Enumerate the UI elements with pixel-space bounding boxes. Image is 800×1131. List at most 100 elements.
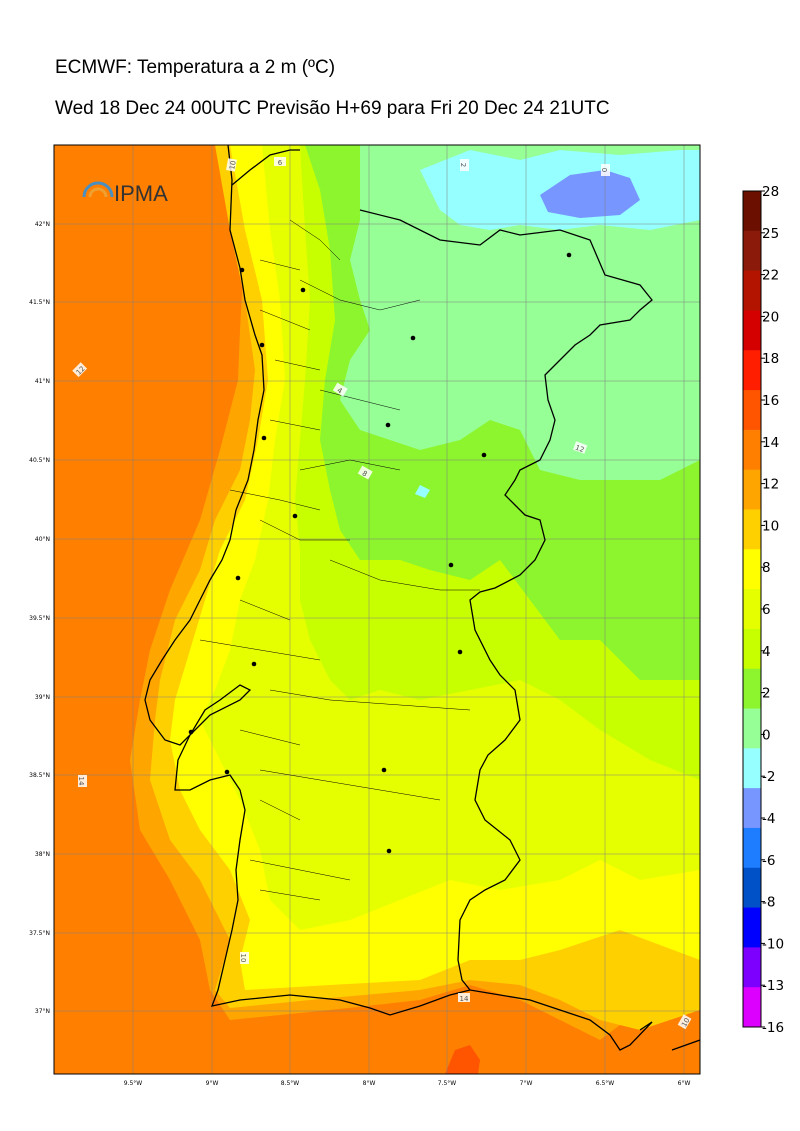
contour-label: 0 [600,164,610,176]
contour-label-text: 4 [336,386,344,395]
city-marker [188,729,194,735]
city-marker [292,513,298,519]
colorbar-swatch [743,628,761,670]
colorbar-label: -8 [762,895,775,911]
contour-label-text: 6 [278,159,283,167]
contour-label-text: 10 [228,160,237,170]
colorbar-label: -13 [762,978,784,994]
colorbar-label: -6 [762,853,775,869]
contour-label-bg [458,993,470,1002]
city-marker [261,435,267,441]
city-marker [259,342,265,348]
lat-tick-label: 42°N [35,221,50,228]
border-spain-path [231,149,653,991]
colorbar-label: 8 [762,560,771,576]
contour-label-text: 10 [239,954,247,963]
colorbar-swatch [743,947,761,988]
logo-arc-inner-icon [88,187,108,198]
lat-tick-label: 41°N [35,378,50,385]
lon-tick-label: 9.5°W [124,1080,143,1087]
ipma-logo: IPMA [82,181,168,206]
city-marker [448,562,454,568]
offshore-warm-area [54,320,190,560]
colorbar-label: 4 [762,644,771,660]
logo-arc-outer-icon [82,181,114,198]
contour-label-bg [357,465,373,480]
contour-label-text: 8 [361,469,369,478]
city-markers [188,252,572,854]
contour-label-bg [274,157,286,166]
colorbar-label: -16 [762,1020,784,1036]
colorbar-label: -2 [762,769,775,785]
district-borders [199,219,480,901]
colorbar-label: 22 [762,268,779,284]
contour-label: 12 [572,441,588,455]
city-marker [251,661,257,667]
city-marker [481,452,487,458]
lat-tick-label: 41.5°N [29,299,50,306]
coast-line-path [144,145,653,1051]
contour-label-bg [240,952,249,964]
colorbar-label: 16 [762,393,779,409]
contour-label-text: 14 [77,777,85,786]
contour-label: 14 [458,993,470,1003]
contour-labels: 10 12 14 6 4 2 0 8 10 14 12 10 [72,157,692,1030]
colorbar-swatch [743,708,761,749]
city-marker [300,287,306,293]
longitude-ticks: 9.5°W 9°W 8.5°W 8°W 7.5°W 7°W 6.5°W 6°W [124,1080,691,1087]
latitude-ticks: 42°N 41.5°N 41°N 40.5°N 40°N 39.5°N 39°N 38.5°N… [29,221,50,1015]
colorbar-swatch [743,549,761,590]
lat-tick-label: 38.5°N [29,772,50,779]
lat-tick-label: 37.5°N [29,930,50,937]
city-marker [239,267,245,273]
contour-label-bg [332,382,348,397]
colorbar-swatch [743,230,761,272]
lon-tick-label: 7.5°W [438,1080,457,1087]
colorbar-swatch [743,469,761,510]
contour-label: 2 [459,159,469,171]
colorbar-swatch [743,748,761,789]
temperature-field [54,145,700,1074]
colorbar-swatch [743,429,761,471]
contour-label-bg [226,158,237,172]
lat-tick-label: 40.5°N [29,457,50,464]
colorbar-swatch [743,350,761,391]
colorbar-label: 0 [762,727,771,743]
colorbar-swatch [743,589,761,630]
cold-spot [415,485,430,498]
contour-label: 4 [332,382,348,397]
colorbar-label: 18 [762,351,779,367]
colorbar-label: 10 [762,518,779,534]
contour-label-bg [78,775,87,787]
colorbar-label: 20 [762,309,779,325]
lat-tick-label: 37°N [35,1008,50,1015]
lon-tick-label: 6°W [678,1080,691,1087]
map-title: ECMWF: Temperatura a 2 m (ºC) [55,57,336,78]
logo-text: IPMA [114,181,168,206]
contour-label-text: 0 [600,168,608,172]
colorbar-label: 14 [762,435,779,451]
contour-label-bg [601,164,610,176]
contour-label-text: 12 [75,365,87,377]
lon-tick-label: 8°W [363,1080,376,1087]
contour-label-bg [460,159,469,171]
map-frame [53,144,701,1075]
contour-label-text: 12 [574,444,585,455]
warm-patch [445,1045,480,1074]
colorbar-label: -10 [762,936,784,952]
band-0-east [540,290,700,430]
colorbar-swatch [743,827,761,869]
colorbar-swatch [743,310,761,351]
contour-label: 10 [239,952,249,964]
colorbar-swatch [743,668,761,710]
colorbar-label: 28 [762,184,779,200]
colorbar-swatch [743,191,761,232]
city-marker [385,422,391,428]
colorbar-label: 6 [762,602,771,618]
colorbar-swatch [743,987,761,1028]
city-marker [566,252,572,258]
lon-tick-label: 8.5°W [281,1080,300,1087]
lat-tick-label: 38°N [35,851,50,858]
